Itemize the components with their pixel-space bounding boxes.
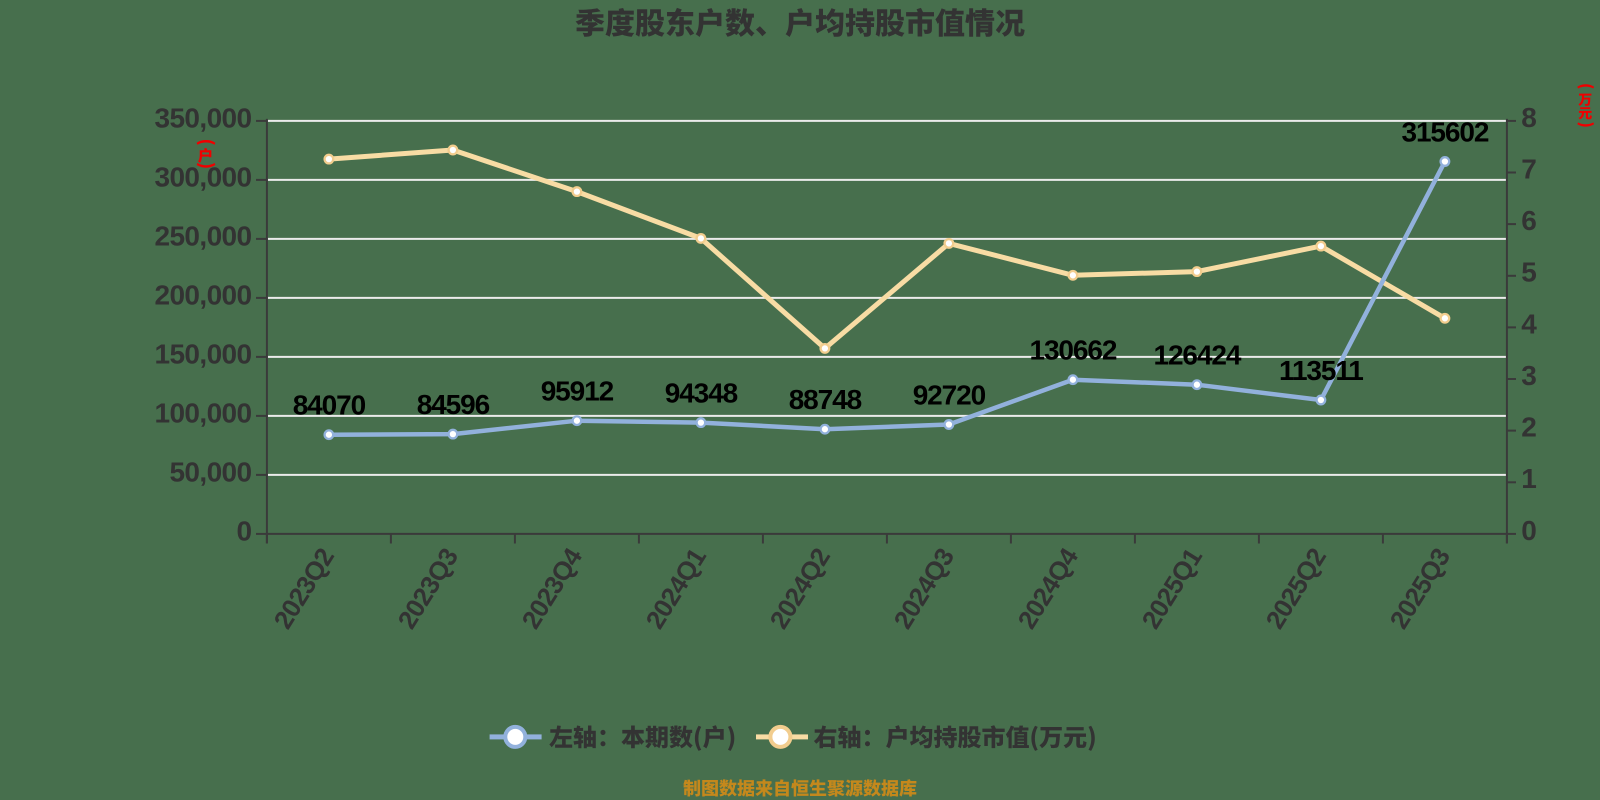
- svg-text:50,000: 50,000: [169, 457, 251, 488]
- svg-text:350,000: 350,000: [154, 103, 251, 134]
- svg-text:1: 1: [1521, 463, 1537, 494]
- svg-text:88748: 88748: [789, 384, 862, 415]
- svg-text:250,000: 250,000: [154, 221, 251, 252]
- svg-text:126424: 126424: [1153, 340, 1241, 371]
- svg-text:84596: 84596: [417, 389, 490, 420]
- svg-text:95912: 95912: [541, 376, 614, 407]
- svg-text:315602: 315602: [1401, 116, 1488, 147]
- svg-text:3: 3: [1521, 360, 1537, 391]
- svg-text:113511: 113511: [1279, 355, 1363, 386]
- svg-text:5: 5: [1521, 257, 1537, 288]
- svg-text:150,000: 150,000: [154, 339, 251, 370]
- svg-text:7: 7: [1521, 154, 1537, 185]
- svg-text:6: 6: [1521, 205, 1537, 236]
- svg-text:0: 0: [1521, 515, 1537, 546]
- svg-text:100,000: 100,000: [154, 398, 251, 429]
- svg-text:92720: 92720: [913, 379, 986, 410]
- svg-text:4: 4: [1521, 308, 1537, 339]
- svg-text:200,000: 200,000: [154, 280, 251, 311]
- svg-text:0: 0: [237, 516, 252, 547]
- svg-text:2: 2: [1521, 412, 1537, 443]
- svg-text:8: 8: [1521, 102, 1537, 133]
- svg-text:94348: 94348: [665, 377, 738, 408]
- svg-text:84070: 84070: [293, 390, 366, 421]
- svg-text:130662: 130662: [1029, 335, 1116, 366]
